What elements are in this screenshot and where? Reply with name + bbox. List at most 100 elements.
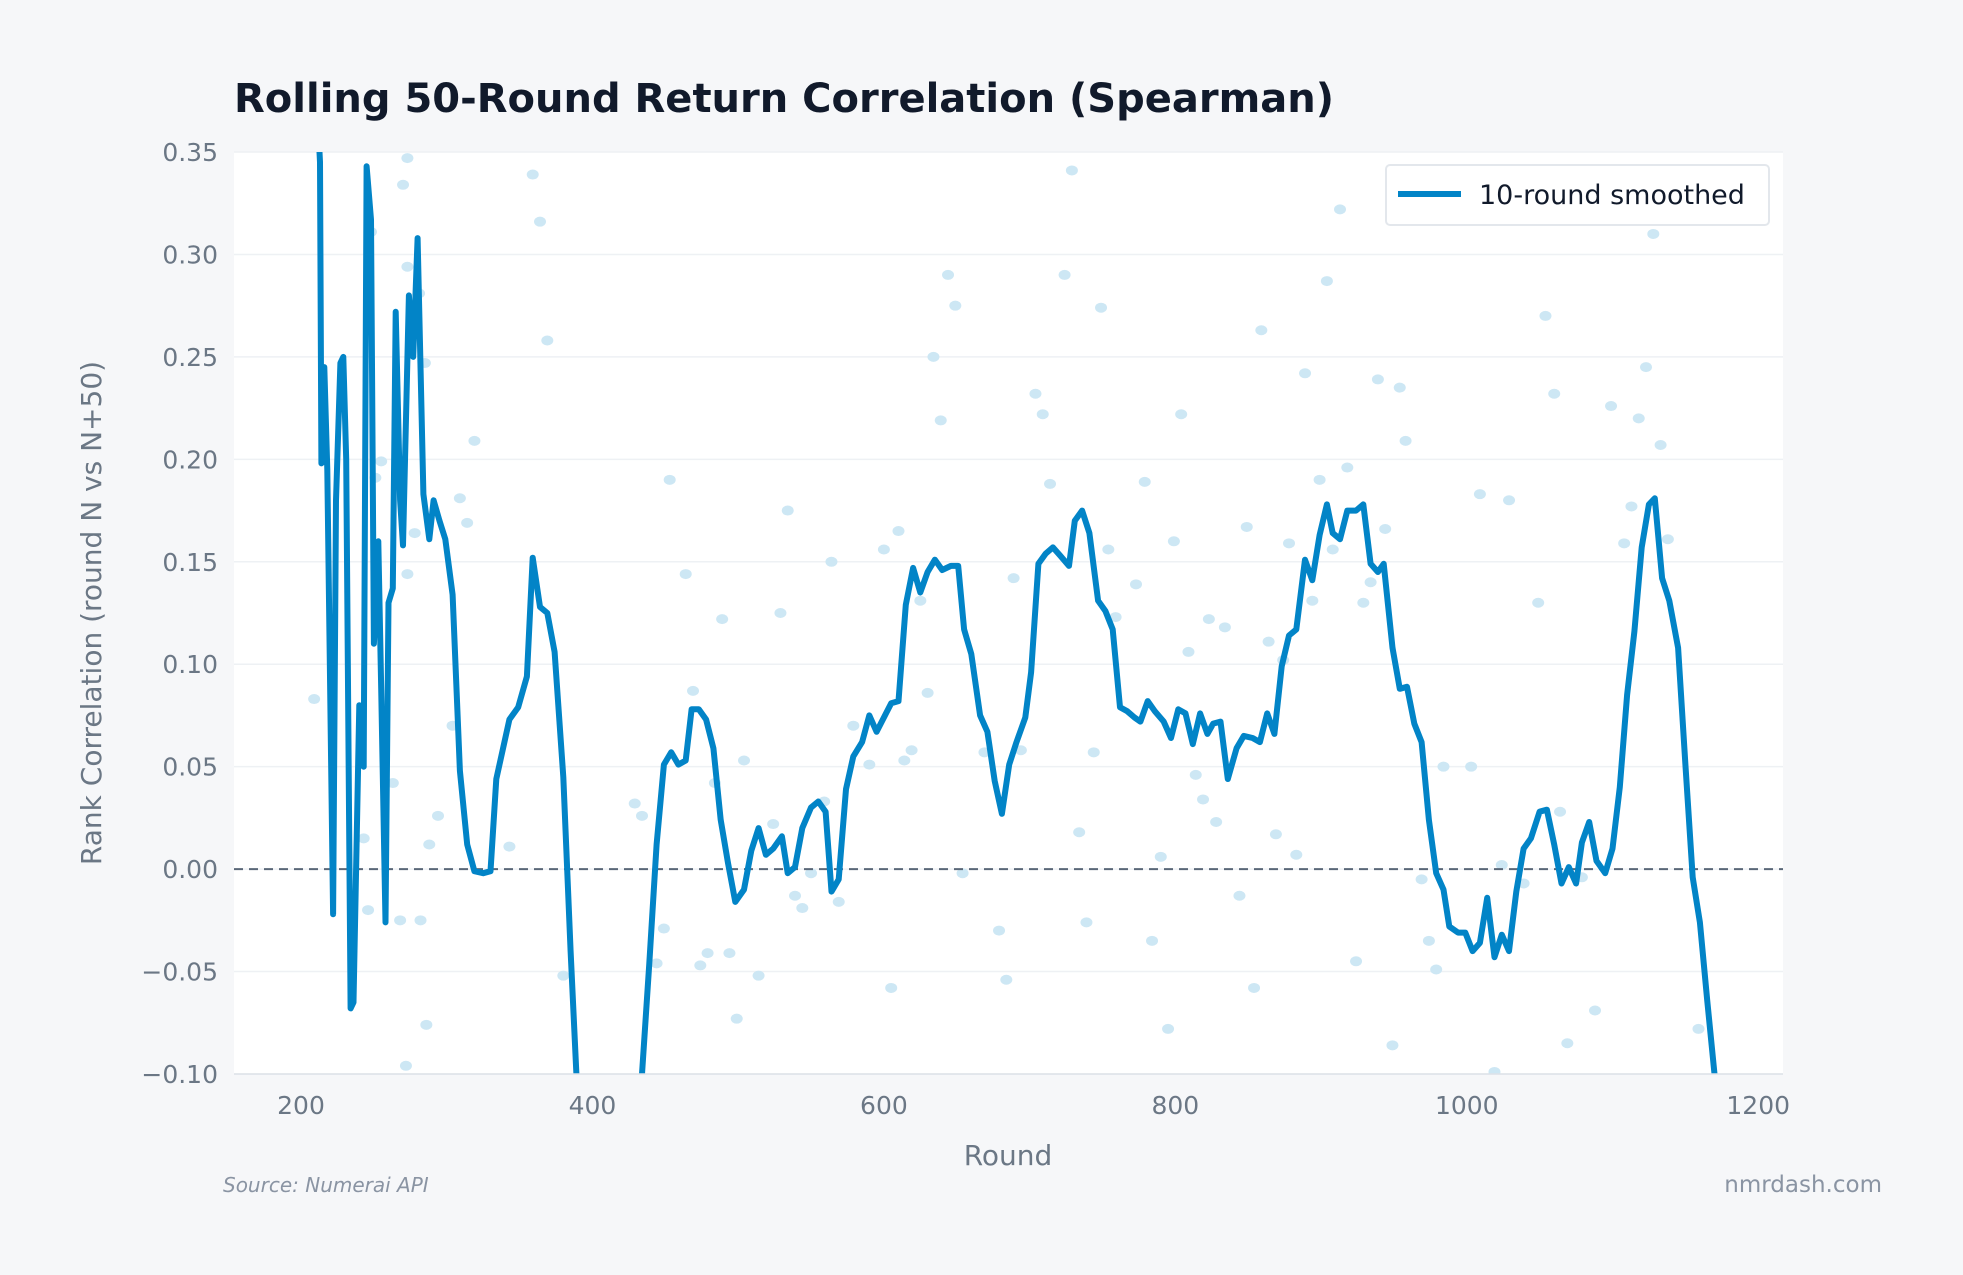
- y-tick-labels: −0.10 −0.05 0.00 0.05 0.10 0.15 0.20 0.25 0.30 0.…: [141, 138, 218, 1089]
- scatter-point: [752, 970, 765, 981]
- scatter-point: [1146, 935, 1159, 946]
- legend: 10-round smoothed: [1385, 164, 1770, 226]
- scatter-point: [1154, 851, 1167, 862]
- scatter-point: [1269, 829, 1282, 840]
- scatter-point: [1640, 362, 1653, 373]
- scatter-point: [432, 810, 445, 821]
- scatter-point: [701, 948, 714, 959]
- scatter-points: [308, 153, 1705, 1074]
- scatter-point: [863, 759, 876, 770]
- scatter-point: [1488, 1066, 1501, 1074]
- scatter-point: [541, 335, 554, 346]
- scatter-point: [892, 526, 905, 537]
- scatter-point: [1202, 614, 1215, 625]
- scatter-point: [825, 556, 838, 567]
- scatter-point: [1080, 917, 1093, 928]
- scatter-point: [1364, 577, 1377, 588]
- scatter-point: [905, 745, 918, 756]
- y-tick-label: 0.15: [162, 548, 218, 577]
- scatter-point: [357, 833, 370, 844]
- scatter-point: [1162, 1023, 1175, 1034]
- y-tick-label: 0.25: [162, 343, 218, 372]
- scatter-point: [1473, 489, 1486, 500]
- x-axis-label: Round: [964, 1139, 1053, 1172]
- scatter-point: [877, 544, 890, 555]
- scatter-point: [1422, 935, 1435, 946]
- scatter-point: [1437, 761, 1450, 772]
- scatter-point: [1029, 388, 1042, 399]
- scatter-point: [1233, 890, 1246, 901]
- x-tick-label: 800: [1151, 1091, 1199, 1120]
- scatter-point: [1415, 874, 1428, 885]
- scatter-point: [420, 1019, 433, 1030]
- scatter-point: [1283, 538, 1296, 549]
- scatter-point: [1661, 534, 1674, 545]
- scatter-point: [1014, 745, 1027, 756]
- legend-box: [1385, 164, 1770, 226]
- scatter-point: [636, 810, 649, 821]
- scatter-point: [1065, 165, 1078, 176]
- scatter-point: [408, 528, 421, 539]
- scatter-point: [1357, 597, 1370, 608]
- scatter-point: [1299, 368, 1312, 379]
- scatter-point: [1386, 1040, 1399, 1051]
- scatter-point: [1647, 228, 1660, 239]
- scatter-point: [914, 595, 927, 606]
- scatter-point: [1130, 579, 1143, 590]
- y-tick-label: −0.10: [141, 1060, 218, 1089]
- scatter-point: [1654, 439, 1667, 450]
- scatter-point: [1240, 521, 1253, 532]
- y-tick-label: −0.05: [141, 958, 218, 987]
- smoothed-line: [316, 152, 1718, 1074]
- scatter-point: [694, 960, 707, 971]
- scatter-point: [1058, 269, 1071, 280]
- scatter-point: [1306, 595, 1319, 606]
- scatter-point: [1210, 816, 1223, 827]
- scatter-point: [397, 179, 410, 190]
- scatter-point: [1102, 544, 1115, 555]
- scatter-point: [730, 1013, 743, 1024]
- scatter-point: [1313, 474, 1326, 485]
- scatter-point: [1073, 827, 1086, 838]
- y-tick-label: 0.35: [162, 138, 218, 167]
- scatter-point: [394, 915, 407, 926]
- scatter-point: [386, 778, 399, 789]
- scatter-point: [1393, 382, 1406, 393]
- scatter-point: [1618, 538, 1631, 549]
- scatter-point: [401, 153, 414, 164]
- scatter-point: [1532, 597, 1545, 608]
- scatter-point: [885, 982, 898, 993]
- scatter-point: [1036, 409, 1049, 420]
- scatter-point: [1290, 849, 1303, 860]
- scatter-point: [993, 925, 1006, 936]
- x-tick-label: 400: [569, 1091, 617, 1120]
- chart-title: Rolling 50-Round Return Correlation (Spe…: [234, 76, 1334, 122]
- scatter-point: [657, 923, 670, 934]
- scatter-point: [423, 839, 436, 850]
- scatter-point: [534, 216, 547, 227]
- scatter-point: [362, 905, 375, 916]
- scatter-point: [774, 608, 787, 618]
- scatter-point: [468, 435, 481, 446]
- scatter-point: [1539, 310, 1552, 321]
- scatter-point: [738, 755, 751, 766]
- scatter-point: [767, 819, 780, 830]
- scatter-point: [1255, 325, 1268, 336]
- y-tick-label: 0.10: [162, 650, 218, 679]
- scatter-point: [1167, 536, 1180, 547]
- scatter-point: [1138, 476, 1151, 487]
- scatter-point: [461, 517, 474, 528]
- scatter-point: [1248, 982, 1261, 993]
- scatter-point: [687, 685, 700, 696]
- scatter-point: [927, 351, 940, 362]
- y-tick-label: 0.00: [162, 855, 218, 884]
- scatter-point: [1000, 974, 1013, 985]
- scatter-point: [1554, 806, 1567, 817]
- brand-label: nmrdash.com: [1724, 1172, 1882, 1198]
- x-tick-label: 1200: [1726, 1091, 1790, 1120]
- scatter-point: [503, 841, 516, 852]
- scatter-point: [934, 415, 947, 426]
- x-tick-label: 1000: [1435, 1091, 1499, 1120]
- scatter-point: [401, 261, 414, 272]
- scatter-point: [1430, 964, 1443, 975]
